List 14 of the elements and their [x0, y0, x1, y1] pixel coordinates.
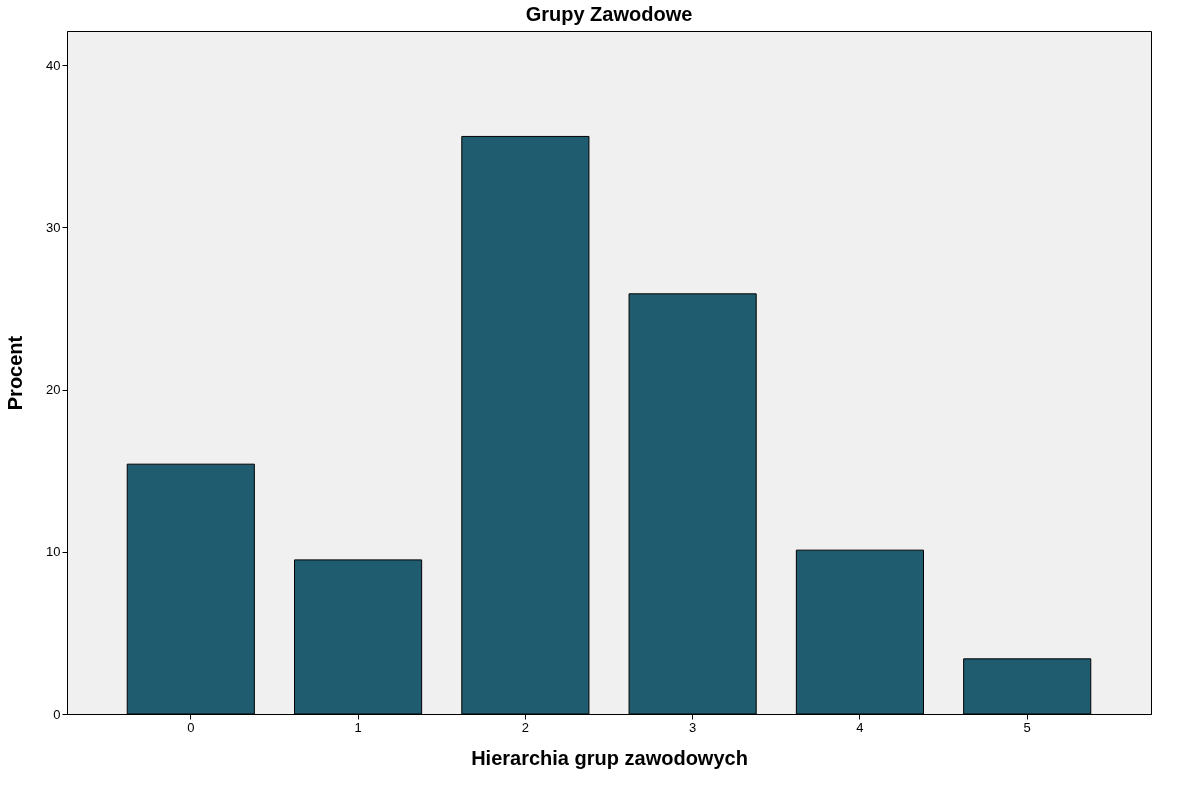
x-tick-label: 5 [1023, 719, 1031, 735]
x-tick-label: 2 [521, 719, 529, 735]
x-tick-label: 1 [354, 719, 362, 735]
y-tick-label: 20 [46, 382, 61, 398]
y-tick-label: 40 [46, 57, 61, 73]
x-tick-label: 0 [187, 719, 195, 735]
chart-title: Grupy Zawodowe [525, 3, 693, 25]
y-tick-label: 0 [53, 706, 61, 722]
x-tick-label: 3 [689, 719, 697, 735]
y-tick-label: 10 [46, 544, 61, 560]
x-tick-label: 4 [856, 719, 864, 735]
x-axis-title: Hierarchia grup zawodowych [471, 746, 748, 769]
y-axis-title: Procent [4, 335, 27, 411]
y-tick-label: 30 [46, 219, 61, 235]
